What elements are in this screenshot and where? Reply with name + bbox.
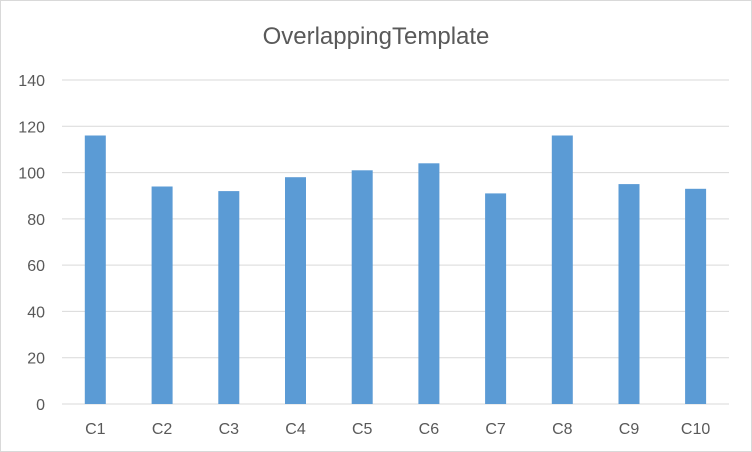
bar-c6 (418, 163, 440, 404)
y-tick-label: 60 (27, 258, 45, 275)
bar-c1 (84, 135, 106, 404)
bars (84, 135, 707, 404)
bar-c9 (618, 184, 640, 404)
y-tick-labels: 0 20 40 60 80 100 120 140 (18, 73, 45, 414)
y-tick-label: 100 (18, 166, 45, 183)
bar-c8 (551, 135, 573, 404)
x-tick-label: C3 (219, 421, 240, 438)
bar-c7 (485, 193, 507, 404)
x-tick-label: C7 (485, 421, 506, 438)
y-tick-label: 40 (27, 304, 45, 321)
y-tick-label: 0 (36, 397, 45, 414)
bar-c4 (285, 177, 306, 404)
y-tick-label: 80 (27, 212, 45, 229)
x-tick-label: C2 (152, 421, 173, 438)
bar-c2 (151, 186, 173, 404)
y-tick-label: 20 (27, 351, 45, 368)
x-tick-label: C4 (285, 421, 306, 438)
x-tick-label: C6 (419, 421, 440, 438)
x-tick-label: C9 (619, 421, 640, 438)
chart-title: OverlappingTemplate (262, 23, 490, 50)
x-tick-labels: C1 C2 C3 C4 C5 C6 C7 C8 C9 C10 (85, 421, 710, 438)
bar-c3 (218, 191, 240, 404)
x-tick-label: C5 (352, 421, 373, 438)
x-tick-label: C10 (681, 421, 710, 438)
x-tick-label: C1 (85, 421, 106, 438)
bar-c5 (351, 170, 373, 404)
x-tick-label: C8 (552, 421, 573, 438)
y-tick-label: 140 (18, 73, 45, 90)
y-tick-label: 120 (18, 119, 45, 136)
bar-c10 (685, 188, 707, 404)
gridlines (62, 79, 729, 405)
